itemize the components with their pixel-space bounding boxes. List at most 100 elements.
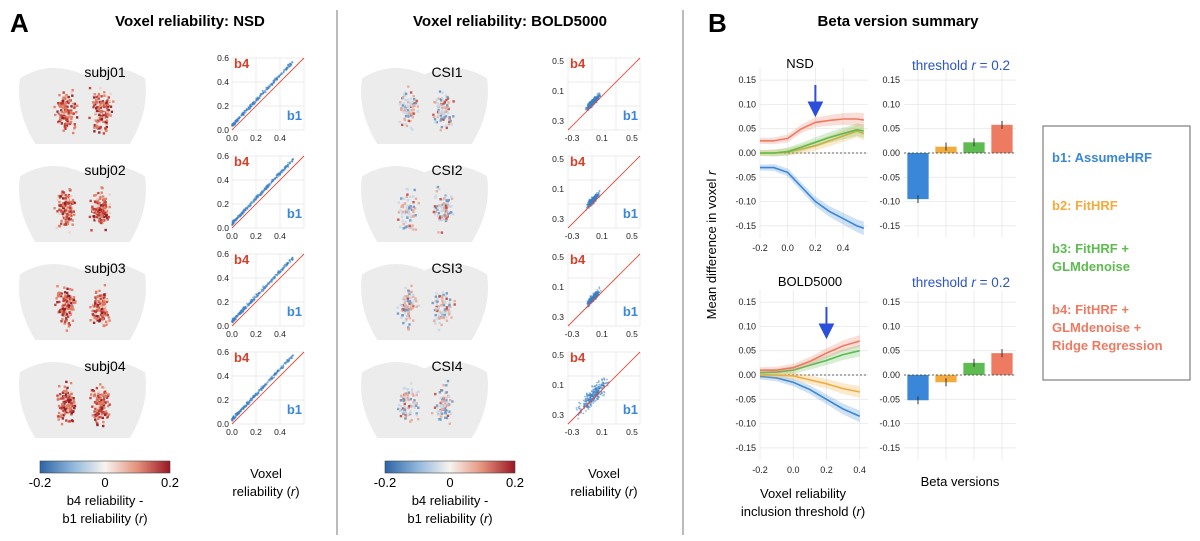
bar-b1 — [907, 375, 929, 401]
panel-a: subj01 b4 b1 0.0 0.2 0.4 0.6 0.0 0.2 0.4 subj02 b4 b… — [19, 53, 641, 438]
scatter-ytick: 0.0 — [217, 223, 229, 233]
y-tick: -0.15 — [879, 443, 900, 453]
identity-line — [567, 155, 641, 229]
threshold-label-nsd: threshold r = 0.2 — [912, 58, 1010, 73]
threshold-label-bold5000: threshold r = 0.2 — [912, 275, 1010, 290]
series-band-b1 — [760, 373, 860, 423]
colorbar-gradient — [39, 460, 171, 474]
scatter-ytick: 0.0 — [217, 125, 229, 135]
series-line-b2 — [760, 374, 860, 393]
scatter-grid — [567, 253, 641, 327]
scatter-xtick: 0.4 — [274, 329, 286, 339]
scatter-xtick: 0.4 — [274, 133, 286, 143]
brain-flatmap-outline — [361, 68, 488, 144]
subject-label: subj03 — [84, 260, 125, 276]
scatter-xtick: -0.3 — [565, 133, 580, 143]
b4-tag: b4 — [234, 252, 250, 267]
y-tick: 0.10 — [882, 99, 900, 109]
scatter-ytick: 0.5 — [552, 252, 564, 262]
brain-flatmap-outline — [361, 166, 488, 242]
identity-line — [231, 57, 305, 131]
bold5000-scatter-label-line1: Voxel — [588, 466, 620, 481]
legend-item-b4-line3: Ridge Regression — [1052, 338, 1163, 353]
scatter-ytick: 0.2 — [217, 395, 229, 405]
brain-flatmap-speckle — [53, 186, 112, 234]
y-tick: -0.10 — [735, 197, 756, 207]
panel-label-a: A — [10, 8, 29, 38]
scatter-points — [231, 256, 294, 324]
b1-tag: b1 — [287, 402, 302, 417]
brain-flatmap-speckle — [396, 284, 456, 332]
b1-tag: b1 — [287, 206, 302, 221]
brain-flatmap-outline — [19, 166, 146, 242]
scatter-xtick: 0.1 — [596, 231, 608, 241]
line-chart-title-bold5000: BOLD5000 — [778, 274, 842, 289]
legend-item-b4-line2: GLMdenoise + — [1052, 320, 1142, 335]
scatter-ytick: 0.5 — [552, 154, 564, 164]
b4-tag: b4 — [570, 252, 586, 267]
subject-label: CSI4 — [431, 358, 462, 374]
brain-flatmap-speckle — [397, 379, 454, 425]
colorbar-tick: -0.2 — [374, 475, 396, 490]
panel-b: 0.15 0.10 0.05 0.00 -0.05 -0.10 -0.15 -0.2 0.0 0.… — [735, 68, 1016, 475]
scatter-points — [585, 286, 602, 309]
scatter-ytick: 0.1 — [552, 282, 564, 292]
y-tick: 0.15 — [738, 75, 756, 85]
subject-label: subj01 — [84, 64, 125, 80]
b4-tag: b4 — [570, 56, 586, 71]
y-tick: 0.15 — [882, 297, 900, 307]
y-tick: -0.05 — [735, 172, 756, 182]
scatter-ytick: 0.4 — [217, 77, 229, 87]
bold5000-row-1: CSI1 b4 b1 0.5 -0.3 0.1 0.1 0.3 0.5 — [361, 56, 641, 144]
y-tick: 0.05 — [738, 124, 756, 134]
y-tick: -0.15 — [735, 443, 756, 453]
y-tick: 0.15 — [882, 75, 900, 85]
legend-item-b3-line2: GLMdenoise — [1052, 259, 1130, 274]
scatter-ytick: 0.4 — [217, 371, 229, 381]
colorbar-tick: -0.2 — [29, 475, 51, 490]
scatter-xtick: 0.2 — [250, 133, 262, 143]
y-tick: -0.10 — [735, 419, 756, 429]
scatter-xtick: 0.2 — [250, 329, 262, 339]
legend-frame — [1042, 125, 1191, 381]
line-chart-bold5000: 0.15 0.10 0.05 0.00 -0.05 -0.10 -0.15 -0.2 0.0 0.… — [735, 290, 868, 475]
bold5000-scatter-label-line2: reliability (r) — [570, 484, 637, 499]
scatter-points — [575, 377, 610, 420]
bold5000-row-4: CSI4 b4 b1 0.5 -0.3 0.1 0.1 0.3 0.5 — [361, 350, 641, 438]
bar-b4 — [991, 353, 1013, 375]
scatter-ytick: 0.3 — [552, 214, 564, 224]
colorbar-tick: 0 — [101, 475, 108, 490]
nsd-scatter-label-line2: reliability (r) — [232, 484, 299, 499]
scatter-ytick: 0.6 — [217, 347, 229, 357]
b1-tag: b1 — [623, 206, 638, 221]
b1-tag: b1 — [623, 304, 638, 319]
y-axis-label: Mean difference in voxel r — [704, 170, 719, 319]
bar-b3 — [963, 142, 985, 153]
scatter-xtick: 0.5 — [626, 329, 638, 339]
series-band-b3 — [760, 344, 860, 376]
x-axis-label-line2: inclusion threshold (r) — [741, 504, 865, 519]
brain-flatmap-speckle — [54, 284, 111, 332]
b4-tag: b4 — [234, 56, 250, 71]
x-tick: 0.4 — [837, 243, 850, 253]
x-tick: 0.0 — [787, 465, 800, 475]
brain-flatmap-outline — [361, 362, 488, 438]
scatter-xtick: -0.3 — [565, 231, 580, 241]
scatter-points — [585, 190, 601, 212]
series-line-b3 — [760, 128, 865, 154]
bold5000-colorbar: -0.2 0 0.2 b4 reliability - b1 reliabili… — [374, 460, 524, 526]
bar-chart: 0.15 0.10 0.05 0.00 -0.05 -0.10 -0.15 — [879, 68, 1016, 238]
scatter-xtick: 0.4 — [274, 231, 286, 241]
identity-line — [567, 253, 641, 327]
brain-flatmap-speckle — [56, 380, 111, 428]
scatter-xtick: 0.0 — [226, 133, 238, 143]
y-tick: -0.10 — [879, 419, 900, 429]
scatter-xtick: 0.0 — [226, 231, 238, 241]
nsd-scatter-label-line1: Voxel — [250, 466, 282, 481]
bar-b3 — [963, 362, 985, 375]
subject-label: subj02 — [84, 162, 125, 178]
brain-flatmap-outline — [19, 264, 146, 340]
identity-line — [231, 351, 305, 425]
scatter-xtick: 0.5 — [626, 231, 638, 241]
colorbar-label-line1: b4 reliability - — [67, 493, 144, 508]
